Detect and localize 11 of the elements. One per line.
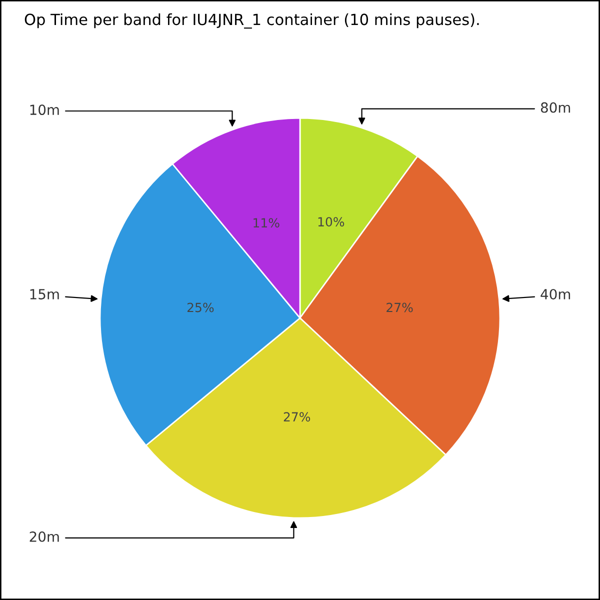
data-label: 27% — [386, 302, 413, 312]
slice-label: 15m — [30, 289, 59, 300]
slice-label: 10m — [30, 104, 59, 116]
slice-label: 80m — [540, 102, 570, 113]
data-label: 10% — [318, 217, 344, 227]
slice-label: 40m — [540, 288, 570, 300]
chart-title: Op Time per band for IU4JNR_1 container (10 mins pauses). — [24, 13, 479, 29]
data-label: 11% — [254, 218, 280, 228]
data-label: 25% — [187, 302, 214, 312]
data-label: 27% — [284, 412, 310, 422]
slice-label: 20m — [30, 531, 59, 542]
